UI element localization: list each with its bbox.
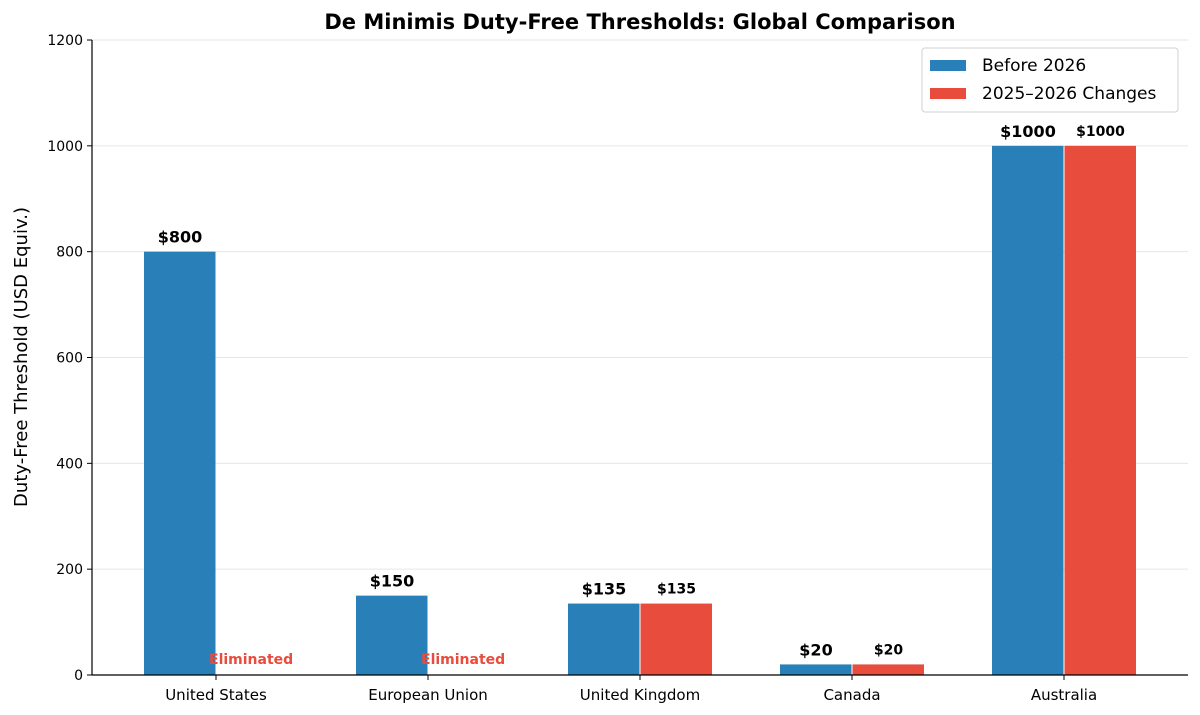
bar-before-2026 <box>144 251 216 675</box>
bar-before-2026 <box>992 145 1064 676</box>
bar-changes-2025-2026 <box>640 603 712 675</box>
legend-swatch <box>930 88 966 99</box>
x-tick-label: European Union <box>368 686 488 704</box>
data-label: $135 <box>657 582 696 598</box>
legend-label: Before 2026 <box>982 56 1086 76</box>
chart-title: De Minimis Duty-Free Thresholds: Global … <box>324 10 955 34</box>
y-tick-label: 1200 <box>47 33 83 49</box>
x-tick-label: United Kingdom <box>580 686 700 704</box>
y-tick-label: 1000 <box>47 139 83 155</box>
bar-before-2026 <box>780 664 852 675</box>
y-tick-label: 0 <box>74 668 83 684</box>
y-axis-label: Duty-Free Threshold (USD Equiv.) <box>11 207 32 507</box>
data-label: $150 <box>370 572 415 591</box>
data-label: $20 <box>799 640 832 659</box>
data-label: $800 <box>158 228 203 247</box>
bar-changes-2025-2026 <box>1064 145 1136 676</box>
legend-box <box>921 47 1179 113</box>
legend-swatch <box>930 60 966 71</box>
y-tick-label: 800 <box>56 245 83 261</box>
bar-before-2026 <box>568 603 640 675</box>
bar-changes-2025-2026 <box>852 664 924 675</box>
y-tick-label: 200 <box>56 562 83 578</box>
x-tick-label: Canada <box>823 686 880 704</box>
x-tick-label: Australia <box>1031 686 1097 704</box>
eliminated-label: Eliminated <box>421 652 505 668</box>
y-tick-label: 400 <box>56 456 83 472</box>
x-tick-label: United States <box>165 686 267 704</box>
legend: Before 2026 2025–2026 Changes <box>921 47 1179 113</box>
data-label: $1000 <box>1000 122 1056 141</box>
data-label: $1000 <box>1076 124 1125 140</box>
bar-before-2026 <box>356 595 428 675</box>
eliminated-label: Eliminated <box>209 652 293 668</box>
legend-label: 2025–2026 Changes <box>982 84 1157 104</box>
data-label: $135 <box>582 580 627 599</box>
data-label: $20 <box>874 642 903 658</box>
y-tick-label: 600 <box>56 351 83 367</box>
